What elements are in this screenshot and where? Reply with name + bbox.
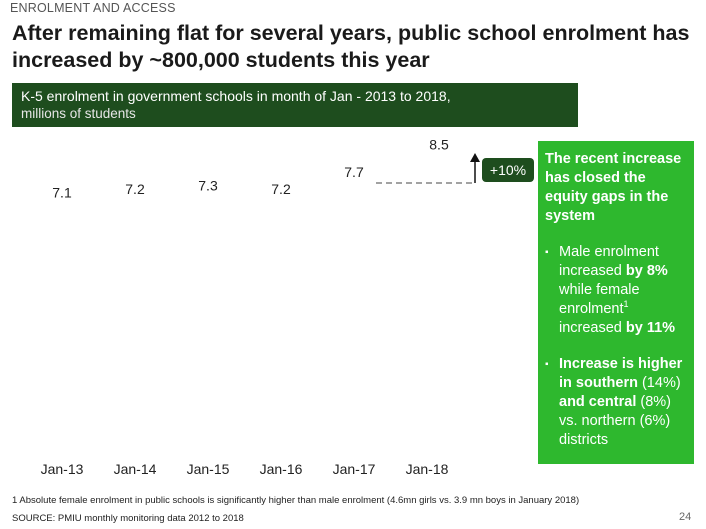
- footnote-marker: 1: [623, 299, 629, 310]
- bullet-region-part: (8%) vs. northern (6%) districts: [559, 394, 672, 448]
- bullet-region-part: and central: [559, 394, 637, 410]
- growth-label: +10%: [490, 162, 526, 178]
- x-tick-label: Jan-17: [333, 461, 376, 477]
- panel-bullet-region: ▪ Increase is higher in southern (14%) a…: [545, 355, 686, 450]
- x-tick-label: Jan-16: [260, 461, 303, 477]
- source-note: SOURCE: PMIU monthly monitoring data 201…: [12, 513, 244, 524]
- data-label: 8.5: [429, 136, 449, 152]
- bullet-icon: ▪: [545, 247, 549, 258]
- female-increase-value: by 11%: [625, 320, 676, 336]
- male-increase-value: by 8%: [625, 263, 668, 279]
- chart-header: K-5 enrolment in government schools in m…: [12, 83, 578, 127]
- chart-title: K-5 enrolment in government schools in m…: [21, 88, 451, 104]
- slide-headline: After remaining flat for several years, …: [12, 21, 690, 72]
- slide-kicker: ENROLMENT AND ACCESS: [10, 1, 176, 15]
- chart-area: Jan-13 7.1 Jan-14 7.2 Jan-15 7.3 Jan-16 7.2 Jan-…: [12, 127, 578, 489]
- insight-panel: The recent increase has closed the equit…: [538, 141, 694, 464]
- panel-headline: The recent increase has closed the equit…: [545, 151, 682, 224]
- footnote: 1 Absolute female enrolment in public sc…: [12, 495, 580, 506]
- data-label: 7.3: [198, 178, 218, 194]
- bullet-region-part: Increase is higher in southern: [559, 356, 683, 391]
- data-label: 7.7: [344, 164, 364, 180]
- panel-bullet-gender: ▪ Male enrolment increased by 8% while f…: [545, 243, 686, 338]
- x-tick-label: Jan-14: [114, 461, 157, 477]
- bullet-gender-text: Male enrolment increased by 8% while fem…: [559, 243, 686, 338]
- bullet-gender-part: while female enrolment: [559, 282, 640, 317]
- bullet-region-text: Increase is higher in southern (14%) and…: [559, 355, 686, 450]
- bullet-gender-part: increased: [559, 320, 626, 336]
- bullet-icon: ▪: [545, 359, 549, 370]
- enrolment-chart: Jan-13 7.1 Jan-14 7.2 Jan-15 7.3 Jan-16 7.2 Jan-…: [41, 136, 534, 477]
- data-label: 7.2: [271, 181, 291, 197]
- data-label: 7.1: [52, 185, 72, 201]
- x-tick-label: Jan-18: [406, 461, 449, 477]
- data-label: 7.2: [125, 181, 145, 197]
- growth-arrow-head: [470, 153, 480, 162]
- x-tick-label: Jan-15: [187, 461, 230, 477]
- page-number: 24: [679, 511, 692, 523]
- growth-badge: [482, 158, 534, 182]
- x-tick-label: Jan-13: [41, 461, 84, 477]
- chart-subtitle: millions of students: [21, 106, 136, 121]
- bullet-region-part: (14%): [637, 375, 681, 391]
- bullet-gender-part: Male enrolment increased: [559, 244, 659, 279]
